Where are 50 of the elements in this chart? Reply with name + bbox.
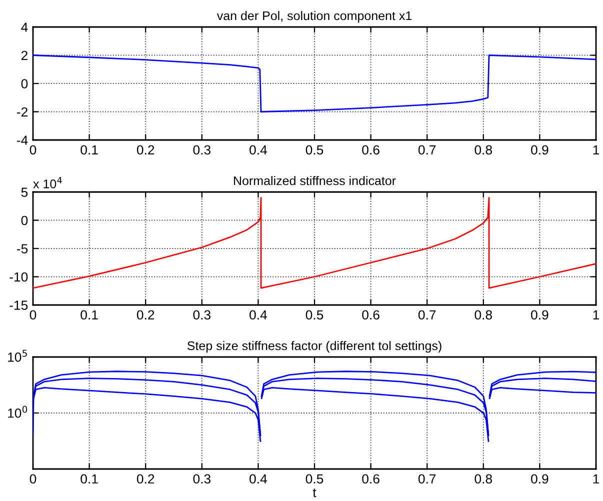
y-tick-label: -5 [16,244,28,254]
x-tick-label: 1 [593,310,600,320]
x-tick-label: 1 [593,145,600,154]
chart-title: Step size stiffness factor (different tol settings) [187,340,442,353]
x-tick-label: 0.8 [474,145,492,155]
y-tick-label: 2 [21,50,28,60]
x-tick-label: 0 [30,474,36,484]
y-tick-label: -4 [16,136,28,145]
x-tick-label: 0.5 [306,145,324,155]
x-tick-label: 0.6 [362,474,380,484]
y-tick-label: 10$^{5}$ [8,350,27,362]
x-tick-label: 0.2 [136,474,154,484]
y-tick-label: 0 [21,79,28,88]
x-tick-label: 0.8 [474,310,492,320]
x-tick-label: 0.7 [418,310,436,320]
x-tick-label: 0.1 [80,310,98,320]
x-tick-label: 0.8 [474,474,492,484]
y-tick-label: 4 [21,22,28,32]
y-tick-label: 5 [21,188,28,197]
x-tick-label: 0.7 [418,145,436,155]
text: x 10$^{4}$ [33,177,62,188]
y-tick-label: 10$^{0}$ [8,406,28,418]
x-tick-label: 0.7 [418,474,436,484]
x-tick-label: 0.9 [531,474,548,484]
x-tick-label: 0.3 [193,474,210,484]
x-tick-label: 0.1 [80,474,98,484]
chart-title: Normalized stiffness indicator [234,176,396,186]
x-tick-label: 0.2 [136,310,154,320]
x-tick-label: 0.4 [250,474,267,484]
x-tick-label: 0.5 [306,474,324,484]
x-tick-label: 0 [30,310,36,320]
y-tick-label: -15 [10,300,28,310]
x-axis-title: t [312,488,316,498]
x-tick-label: 0.5 [306,310,324,320]
x-tick-label: 0.4 [250,145,267,155]
y-tick-label: 0 [21,216,28,226]
x-tick-label: 0.2 [136,145,154,155]
x-tick-label: 0.1 [80,145,98,155]
x-tick-label: 0.9 [531,145,548,155]
x-tick-label: 0.9 [531,310,548,320]
x-tick-label: 1 [593,474,600,484]
x-tick-label: 0.6 [362,145,380,155]
x-tick-label: 0 [30,145,36,155]
y-tick-label: -2 [16,107,28,117]
chart-title: van der Pol, solution component x1 [216,10,412,23]
y-tick-label: -10 [10,272,28,282]
x-tick-label: 0.3 [193,310,210,320]
x-tick-label: 0.4 [250,310,267,320]
x-tick-label: 0.6 [362,310,380,320]
x-tick-label: 0.3 [193,145,210,155]
